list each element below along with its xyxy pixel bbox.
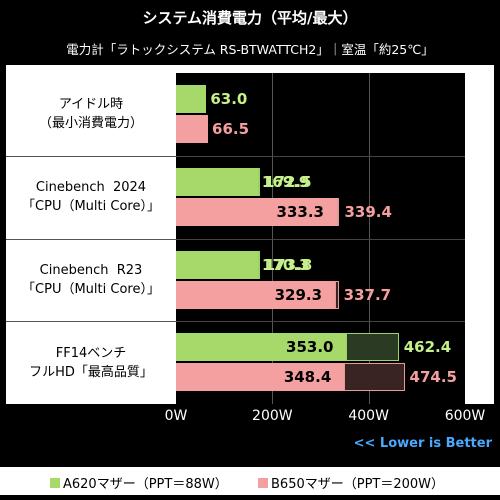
value-label-avg: 170.3 xyxy=(262,255,310,274)
row-separator-plot xyxy=(176,321,465,323)
x-tick-label: 0W xyxy=(164,408,188,424)
value-label-max: 172.5 xyxy=(264,172,312,191)
value-label-avg: 348.4 xyxy=(283,368,332,387)
legend-item-b650: B650マザー（PPT＝200W） xyxy=(258,473,444,492)
legend: A620マザー（PPT＝88W） B650マザー（PPT＝200W） xyxy=(0,467,500,495)
category-label-line: FF14ベンチ xyxy=(55,345,127,361)
bar-avg-1 xyxy=(176,115,209,143)
category-label-line: フルHD「最高品質」 xyxy=(29,364,153,380)
category-label: FF14ベンチフルHD「最高品質」 xyxy=(6,321,176,404)
bar-max-0 xyxy=(258,250,261,279)
value-label-avg: 169.9 xyxy=(261,172,310,191)
legend-item-a620: A620マザー（PPT＝88W） xyxy=(50,473,228,492)
bar-avg-1 xyxy=(176,280,335,309)
category-label-line: 「CPU（Multi Core）」 xyxy=(22,199,160,215)
x-tick-label: 200W xyxy=(252,408,293,424)
value-label-max: 337.7 xyxy=(343,285,392,304)
value-label-avg: 63.0 xyxy=(210,90,248,108)
value-label-max: 339.4 xyxy=(344,202,392,221)
legend-label-a620: A620マザー（PPT＝88W） xyxy=(63,477,228,492)
category-label-line: Cinebench R23 xyxy=(39,262,143,278)
x-tick-label: 400W xyxy=(348,408,389,424)
category-label: Cinebench R23 「CPU（Multi Core）」 xyxy=(6,239,176,322)
value-label-avg: 329.3 xyxy=(274,285,323,304)
row-separator xyxy=(6,321,176,323)
value-label-avg: 333.3 xyxy=(276,202,324,221)
bar-avg-0 xyxy=(176,167,258,196)
legend-swatch-a620 xyxy=(50,477,60,488)
legend-label-b650: B650マザー（PPT＝200W） xyxy=(271,477,445,492)
bar-avg-0 xyxy=(176,85,207,113)
category-label: Cinebench 2024 「CPU（Multi Core）」 xyxy=(6,156,176,239)
lower-is-better-note: << Lower is Better xyxy=(353,436,492,451)
category-label-line: （最小消費電力） xyxy=(38,116,143,132)
bar-avg-1 xyxy=(176,363,344,392)
bar-max-1 xyxy=(343,363,405,392)
category-label-line: アイドル時 xyxy=(58,97,124,113)
bar-max-1 xyxy=(334,280,339,309)
bar-avg-0 xyxy=(176,250,259,279)
value-label-avg: 353.0 xyxy=(286,338,334,357)
category-label-line: 「CPU（Multi Core）」 xyxy=(22,281,160,297)
category-label-line: Cinebench 2024 xyxy=(35,180,147,196)
value-label-avg: 66.5 xyxy=(212,120,250,138)
bar-avg-0 xyxy=(176,333,347,362)
row-separator-plot xyxy=(176,238,465,240)
x-tick-label: 600W xyxy=(444,408,486,424)
bar-max-0 xyxy=(257,167,260,196)
row-separator xyxy=(6,238,176,240)
row-separator-plot xyxy=(176,155,465,157)
bar-max-0 xyxy=(346,333,399,362)
bar-max-1 xyxy=(336,197,340,226)
value-label-max: 173.8 xyxy=(264,255,313,274)
value-label-max: 474.5 xyxy=(409,368,457,387)
legend-swatch-b650 xyxy=(258,477,268,488)
row-separator xyxy=(6,155,176,157)
chart-subtitle: 電力計「ラトックシステム RS-BTWATTCH2」｜室温「約25℃」 xyxy=(66,42,434,57)
category-label: アイドル時 （最小消費電力） xyxy=(6,73,176,156)
value-label-max: 462.4 xyxy=(403,338,452,357)
chart-title: システム消費電力（平均/最大） xyxy=(142,9,358,27)
bar-avg-1 xyxy=(176,197,337,226)
